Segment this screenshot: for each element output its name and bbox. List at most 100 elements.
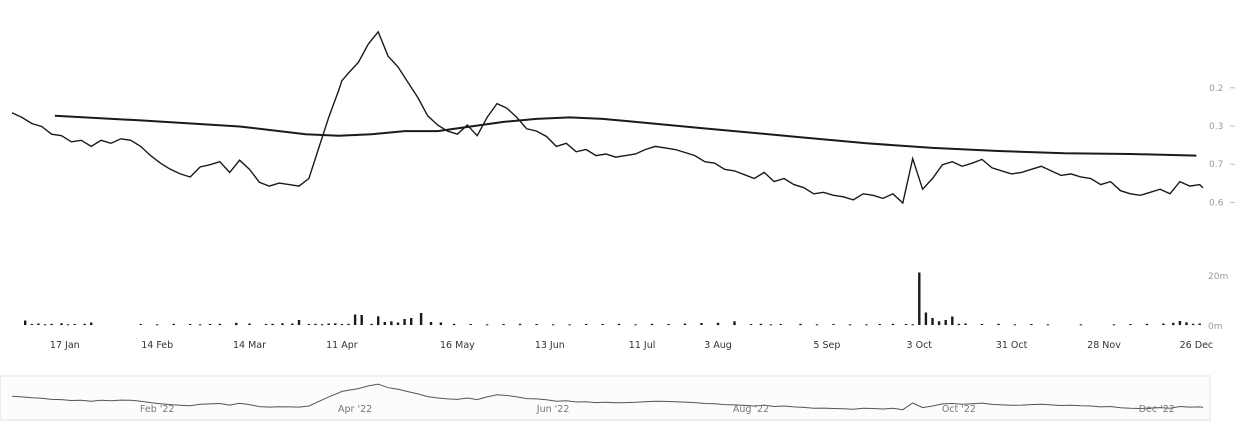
volume-tick-label: 20m — [1208, 272, 1228, 282]
volume-bar — [518, 323, 522, 326]
moving-average-line — [54, 114, 1197, 157]
volume-bar — [291, 323, 294, 325]
volume-bar — [24, 320, 27, 325]
volume-bar — [865, 324, 868, 326]
volume-bar — [733, 321, 736, 326]
date-tick-label: 11 Jul — [629, 340, 656, 351]
volume-bar — [485, 324, 489, 326]
volume-bar — [617, 323, 621, 326]
navigator-label: Apr '22 — [338, 404, 372, 415]
volume-bar — [452, 323, 456, 326]
navigator-label: Feb '22 — [140, 404, 175, 415]
volume-bar — [1172, 322, 1175, 326]
volume-bar — [1046, 324, 1050, 326]
date-tick-label: 11 Apr — [326, 340, 358, 351]
volume-bar — [410, 318, 413, 325]
volume-axis: 20m 0m — [1208, 272, 1228, 332]
date-tick-label: 26 Dec — [1180, 340, 1214, 351]
volume-bar — [403, 319, 406, 325]
volume-bar — [568, 324, 571, 326]
volume-bar — [716, 322, 720, 326]
volume-bar — [700, 323, 703, 325]
date-tick-label: 3 Aug — [704, 340, 732, 351]
navigator-labels: Feb '22 Apr '22 Jun '22 Aug '22 Oct '22 Dec '… — [140, 404, 1175, 415]
volume-bar — [1129, 324, 1132, 325]
volume-bar — [377, 316, 380, 326]
volume-bar — [419, 313, 423, 325]
date-tick-label: 14 Feb — [141, 340, 173, 351]
price-series-line — [11, 30, 1204, 205]
volume-bar — [66, 324, 70, 326]
volume-bar — [360, 315, 363, 325]
volume-bar — [832, 324, 835, 325]
volume-bar — [73, 324, 76, 325]
volume-bar — [189, 324, 192, 325]
volume-bar — [1185, 322, 1188, 326]
volume-bar — [1178, 321, 1182, 325]
volume-bar — [429, 322, 433, 325]
volume-bar — [1145, 323, 1149, 326]
volume-bar — [50, 323, 53, 326]
volume-bar — [911, 324, 914, 326]
volume-bar — [1030, 324, 1033, 325]
volume-bar — [769, 324, 772, 326]
volume-bar — [218, 323, 221, 326]
volume-bar — [248, 323, 251, 325]
price-axis: 0.2 0.3 0.7 0.6 — [1209, 84, 1235, 208]
volume-bar — [198, 324, 202, 326]
volume-tick-label: 0m — [1208, 322, 1223, 332]
volume-bar — [667, 324, 670, 325]
volume-bar — [601, 324, 604, 325]
volume-bar — [1191, 323, 1195, 326]
volume-bar — [83, 323, 86, 326]
price-tick-label: 0.3 — [1209, 122, 1223, 132]
volume-bar — [815, 324, 819, 326]
volume-bar — [235, 322, 238, 326]
volume-bar — [799, 323, 802, 326]
volume-bar — [208, 324, 212, 325]
date-tick-label: 16 May — [440, 340, 475, 351]
volume-bar — [264, 324, 268, 325]
volume-bar — [535, 324, 538, 325]
volume-bar — [904, 324, 908, 325]
volume-bar — [779, 324, 782, 325]
volume-bar — [878, 324, 881, 325]
date-tick-label: 31 Oct — [996, 340, 1028, 351]
price-tick-label: 0.6 — [1209, 198, 1224, 208]
volume-bar — [759, 323, 763, 326]
volume-bar — [37, 323, 40, 325]
volume-bar — [1112, 324, 1116, 326]
volume-bar — [353, 314, 357, 325]
volume-bar — [320, 324, 324, 326]
volume-bar — [1079, 324, 1083, 326]
volume-bar — [1162, 323, 1165, 325]
volume-bar — [964, 323, 967, 325]
volume-bar — [297, 320, 301, 325]
volume-bar — [469, 324, 472, 325]
volume-bar — [997, 323, 1000, 326]
volume-bar — [60, 323, 63, 326]
volume-bar — [584, 324, 588, 325]
volume-bar — [271, 323, 274, 326]
range-navigator[interactable]: Feb '22 Apr '22 Jun '22 Aug '22 Oct '22 Dec '… — [0, 375, 1211, 421]
volume-bar — [937, 321, 941, 326]
volume-bar — [314, 323, 317, 326]
navigator-label: Dec '22 — [1139, 404, 1175, 415]
volume-bar — [951, 316, 954, 325]
volume-bar — [90, 322, 93, 325]
volume-bar — [390, 321, 393, 326]
volume-bar — [281, 323, 284, 326]
volume-panel: 20m 0m — [24, 272, 1228, 332]
volume-bar — [683, 323, 687, 325]
volume-bar — [650, 323, 654, 326]
volume-bar — [924, 312, 928, 325]
price-panel: 0.2 0.3 0.7 0.6 — [11, 30, 1235, 208]
volume-bar — [634, 324, 637, 326]
volume-bar — [957, 323, 961, 326]
volume-bar — [30, 324, 33, 325]
navigator-frame[interactable] — [0, 375, 1211, 421]
price-tick-label: 0.2 — [1209, 84, 1223, 94]
volume-bar — [156, 324, 159, 326]
volume-bar — [383, 322, 386, 325]
